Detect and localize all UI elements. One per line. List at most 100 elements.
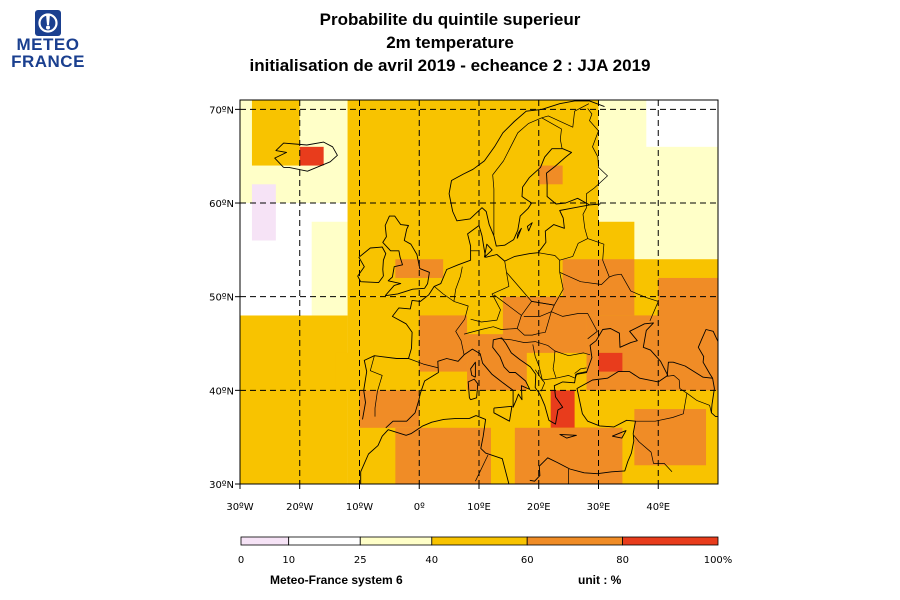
lon-tick-label: 30ºE	[587, 502, 611, 513]
field-cell	[359, 390, 420, 428]
colorbar-tick-label: 0	[238, 555, 244, 566]
colorbar-tick-label: 25	[354, 555, 367, 566]
coastline-segment	[362, 203, 601, 420]
model-name: Meteo-France system 6	[270, 573, 403, 587]
country-border	[369, 355, 383, 417]
lat-tick-label: 50ºN	[209, 293, 234, 304]
coastline-segment	[385, 322, 669, 482]
country-border	[475, 454, 489, 482]
country-border	[586, 108, 608, 208]
country-border	[433, 286, 469, 355]
coastline-segment	[493, 405, 513, 422]
map-title: Probabilite du quintile superieur 2m tem…	[150, 8, 750, 77]
logo-text-france: FRANCE	[11, 52, 85, 71]
field-cell	[419, 315, 468, 372]
lon-tick-label: 40ºE	[646, 502, 670, 513]
field-cell	[598, 352, 623, 372]
country-border	[686, 392, 712, 413]
lon-tick-label: 10ºW	[346, 502, 373, 513]
country-border	[500, 338, 557, 381]
lat-tick-label: 30ºN	[209, 480, 234, 491]
lon-tick-label: 0º	[414, 502, 425, 513]
coastline-segment	[612, 430, 627, 439]
colorbar-segment	[622, 536, 719, 546]
colorbar-tick-label: 80	[616, 555, 629, 566]
country-border	[506, 252, 564, 306]
lon-tick-label: 20ºW	[286, 502, 313, 513]
country-border	[635, 375, 688, 422]
colorbar-segment	[359, 536, 433, 546]
country-border	[541, 117, 563, 149]
coastline-segment	[526, 222, 533, 232]
probability-field	[240, 100, 718, 484]
country-border	[556, 371, 587, 379]
colorbar: 0 10 25 40 60 80 100%	[238, 536, 733, 566]
title-line-2: 2m temperature	[386, 33, 514, 52]
coastline-segment	[697, 329, 718, 379]
country-border	[587, 238, 610, 278]
field-cell	[251, 100, 300, 166]
country-border	[554, 350, 591, 357]
coastline-segment	[274, 141, 338, 172]
field-cell	[335, 352, 420, 391]
country-border	[453, 266, 463, 302]
country-border	[551, 311, 598, 340]
field-cell	[634, 409, 707, 466]
unit-label: unit : %	[578, 573, 622, 587]
country-border	[464, 294, 522, 335]
colorbar-tick-label: 40	[425, 555, 438, 566]
coastline-segment	[516, 227, 522, 239]
field-cell	[395, 427, 491, 484]
coastline-segment	[448, 100, 605, 247]
coastline-segment	[382, 215, 430, 297]
country-border	[633, 435, 673, 473]
field-cell	[634, 203, 718, 260]
field-cell	[562, 259, 635, 316]
meteo-france-logo: METEO FRANCE	[8, 10, 88, 70]
colorbar-segment	[240, 536, 290, 546]
logo-text-meteo: METEO	[16, 35, 80, 54]
colorbar-tick-label: 60	[521, 555, 534, 566]
coastline-segment	[559, 433, 577, 439]
country-border	[521, 301, 555, 317]
lon-tick-label: 10ºE	[467, 502, 491, 513]
field-cell	[240, 390, 288, 484]
meteo-france-logo-icon	[35, 10, 61, 36]
country-border	[541, 103, 590, 128]
lat-tick-label: 70ºN	[209, 105, 234, 116]
longitude-axis: 30ºW 20ºW 10ºW 0º 10ºE 20ºE 30ºE 40ºE	[226, 484, 670, 513]
title-line-1: Probabilite du quintile superieur	[319, 10, 581, 29]
lat-tick-label: 60ºN	[209, 199, 234, 210]
colorbar-tick-label: 10	[282, 555, 295, 566]
field-cell	[251, 184, 276, 241]
country-border	[559, 271, 659, 322]
country-border	[516, 311, 552, 336]
colorbar-segment	[431, 536, 528, 546]
lat-tick-label: 40ºN	[209, 386, 234, 397]
colorbar-segment	[288, 536, 361, 546]
country-border	[408, 358, 439, 369]
lon-tick-label: 20ºE	[527, 502, 551, 513]
country-border	[470, 261, 510, 323]
lat-lon-gridlines	[240, 100, 718, 484]
latitude-axis: 30ºN 40ºN 50ºN 60ºN 70ºN	[209, 105, 240, 491]
coastline-segment	[357, 246, 387, 284]
country-border	[492, 117, 542, 235]
country-border	[574, 367, 587, 374]
colorbar-segment	[526, 536, 624, 546]
field-cell	[395, 259, 444, 278]
coastline-segment	[360, 415, 510, 484]
field-cell	[658, 277, 718, 353]
field-cell	[299, 146, 324, 166]
lon-tick-label: 30ºW	[226, 502, 253, 513]
field-cell	[538, 165, 563, 185]
coastline-segment	[483, 243, 493, 258]
coastlines	[274, 100, 718, 484]
field-cell	[646, 100, 718, 147]
title-line-3: initialisation de avril 2019 - echeance …	[249, 56, 651, 75]
field-cell	[550, 390, 575, 428]
coastline-segment	[467, 378, 479, 401]
colorbar-tick-label: 100%	[704, 555, 733, 566]
coastline-segment	[470, 361, 476, 378]
